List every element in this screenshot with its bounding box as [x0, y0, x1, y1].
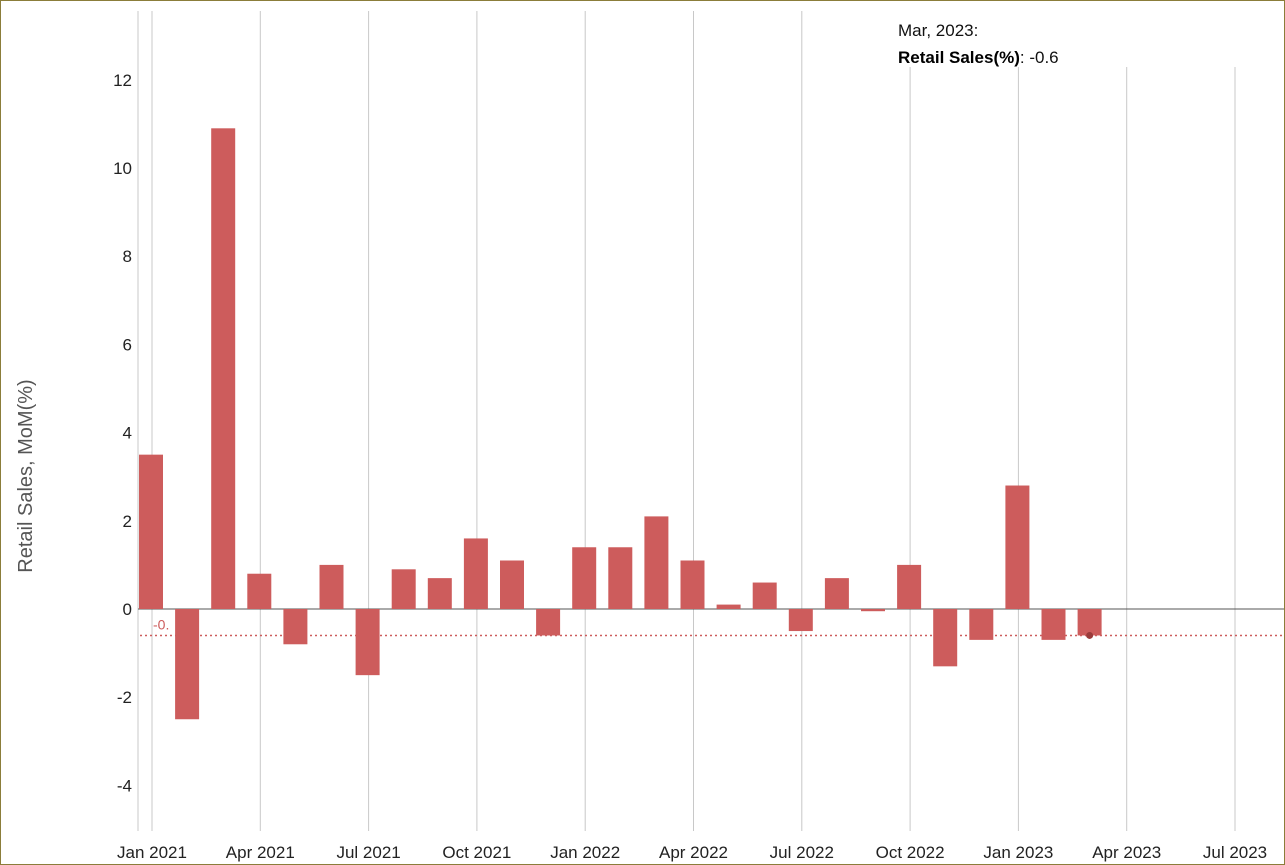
bar[interactable] [716, 604, 741, 609]
bar[interactable] [427, 578, 452, 609]
x-tick-label: Apr 2023 [1092, 843, 1161, 862]
bar[interactable] [391, 569, 416, 609]
bar[interactable] [824, 578, 849, 609]
x-tick-label: Jan 2022 [550, 843, 620, 862]
bar[interactable] [175, 609, 200, 720]
tooltip-series-name: Retail Sales(%) [898, 48, 1020, 67]
bar[interactable] [211, 128, 236, 609]
tooltip-value: -0.6 [1029, 48, 1058, 67]
y-tick-label: -2 [117, 688, 132, 707]
reference-line-group: -0. [140, 616, 1284, 639]
y-tick-label: 0 [123, 600, 132, 619]
hover-marker [1086, 631, 1094, 639]
y-tick-label: 4 [123, 424, 132, 443]
bar[interactable] [283, 609, 308, 645]
y-tick-label: 12 [113, 71, 132, 90]
x-tick-label: Apr 2022 [659, 843, 728, 862]
bar[interactable] [1005, 485, 1030, 609]
tooltip-date: Mar, 2023: [898, 21, 978, 40]
bar[interactable] [355, 609, 380, 676]
x-tick-label: Jan 2023 [983, 843, 1053, 862]
bar[interactable] [861, 609, 885, 612]
tooltip-value-line: Retail Sales(%): -0.6 [898, 48, 1059, 67]
y-tick-label: -4 [117, 776, 132, 795]
y-tick-label: 8 [123, 247, 132, 266]
bar[interactable] [1077, 609, 1102, 636]
y-tick-label: 2 [123, 512, 132, 531]
y-tick-labels: -4 -2 0 2 4 6 8 10 12 [113, 71, 132, 796]
y-tick-label: 10 [113, 159, 132, 178]
tooltip-separator: : [1020, 48, 1029, 67]
bar[interactable] [247, 573, 272, 609]
x-tick-label: Jul 2023 [1203, 843, 1267, 862]
bar[interactable] [572, 547, 597, 609]
x-tick-label: Jul 2022 [770, 843, 834, 862]
x-tick-label: Apr 2021 [226, 843, 295, 862]
bar[interactable] [897, 564, 922, 609]
x-tick-label: Jan 2021 [117, 843, 187, 862]
y-tick-label: 6 [123, 335, 132, 354]
bar[interactable] [608, 547, 633, 609]
bar[interactable] [319, 564, 344, 609]
bar[interactable] [752, 582, 777, 609]
bar[interactable] [463, 538, 488, 609]
y-axis-title: Retail Sales, MoM(%) [15, 379, 37, 572]
bar[interactable] [788, 609, 813, 632]
grid-lines [137, 11, 1236, 831]
bars [139, 128, 1102, 720]
x-tick-label: Oct 2022 [876, 843, 945, 862]
tooltip: Mar, 2023: Retail Sales(%): -0.6 [898, 21, 1059, 67]
bar[interactable] [536, 609, 561, 636]
bar[interactable] [139, 454, 163, 609]
bar[interactable] [644, 516, 669, 609]
bar[interactable] [933, 609, 958, 667]
x-tick-label: Oct 2021 [442, 843, 511, 862]
x-tick-labels: Jan 2021 Apr 2021 Jul 2021 Oct 2021 Jan 2022… [117, 843, 1267, 862]
reference-line-label: -0. [153, 616, 169, 632]
bar[interactable] [500, 560, 524, 609]
x-tick-label: Jul 2021 [336, 843, 400, 862]
bar[interactable] [680, 560, 705, 609]
